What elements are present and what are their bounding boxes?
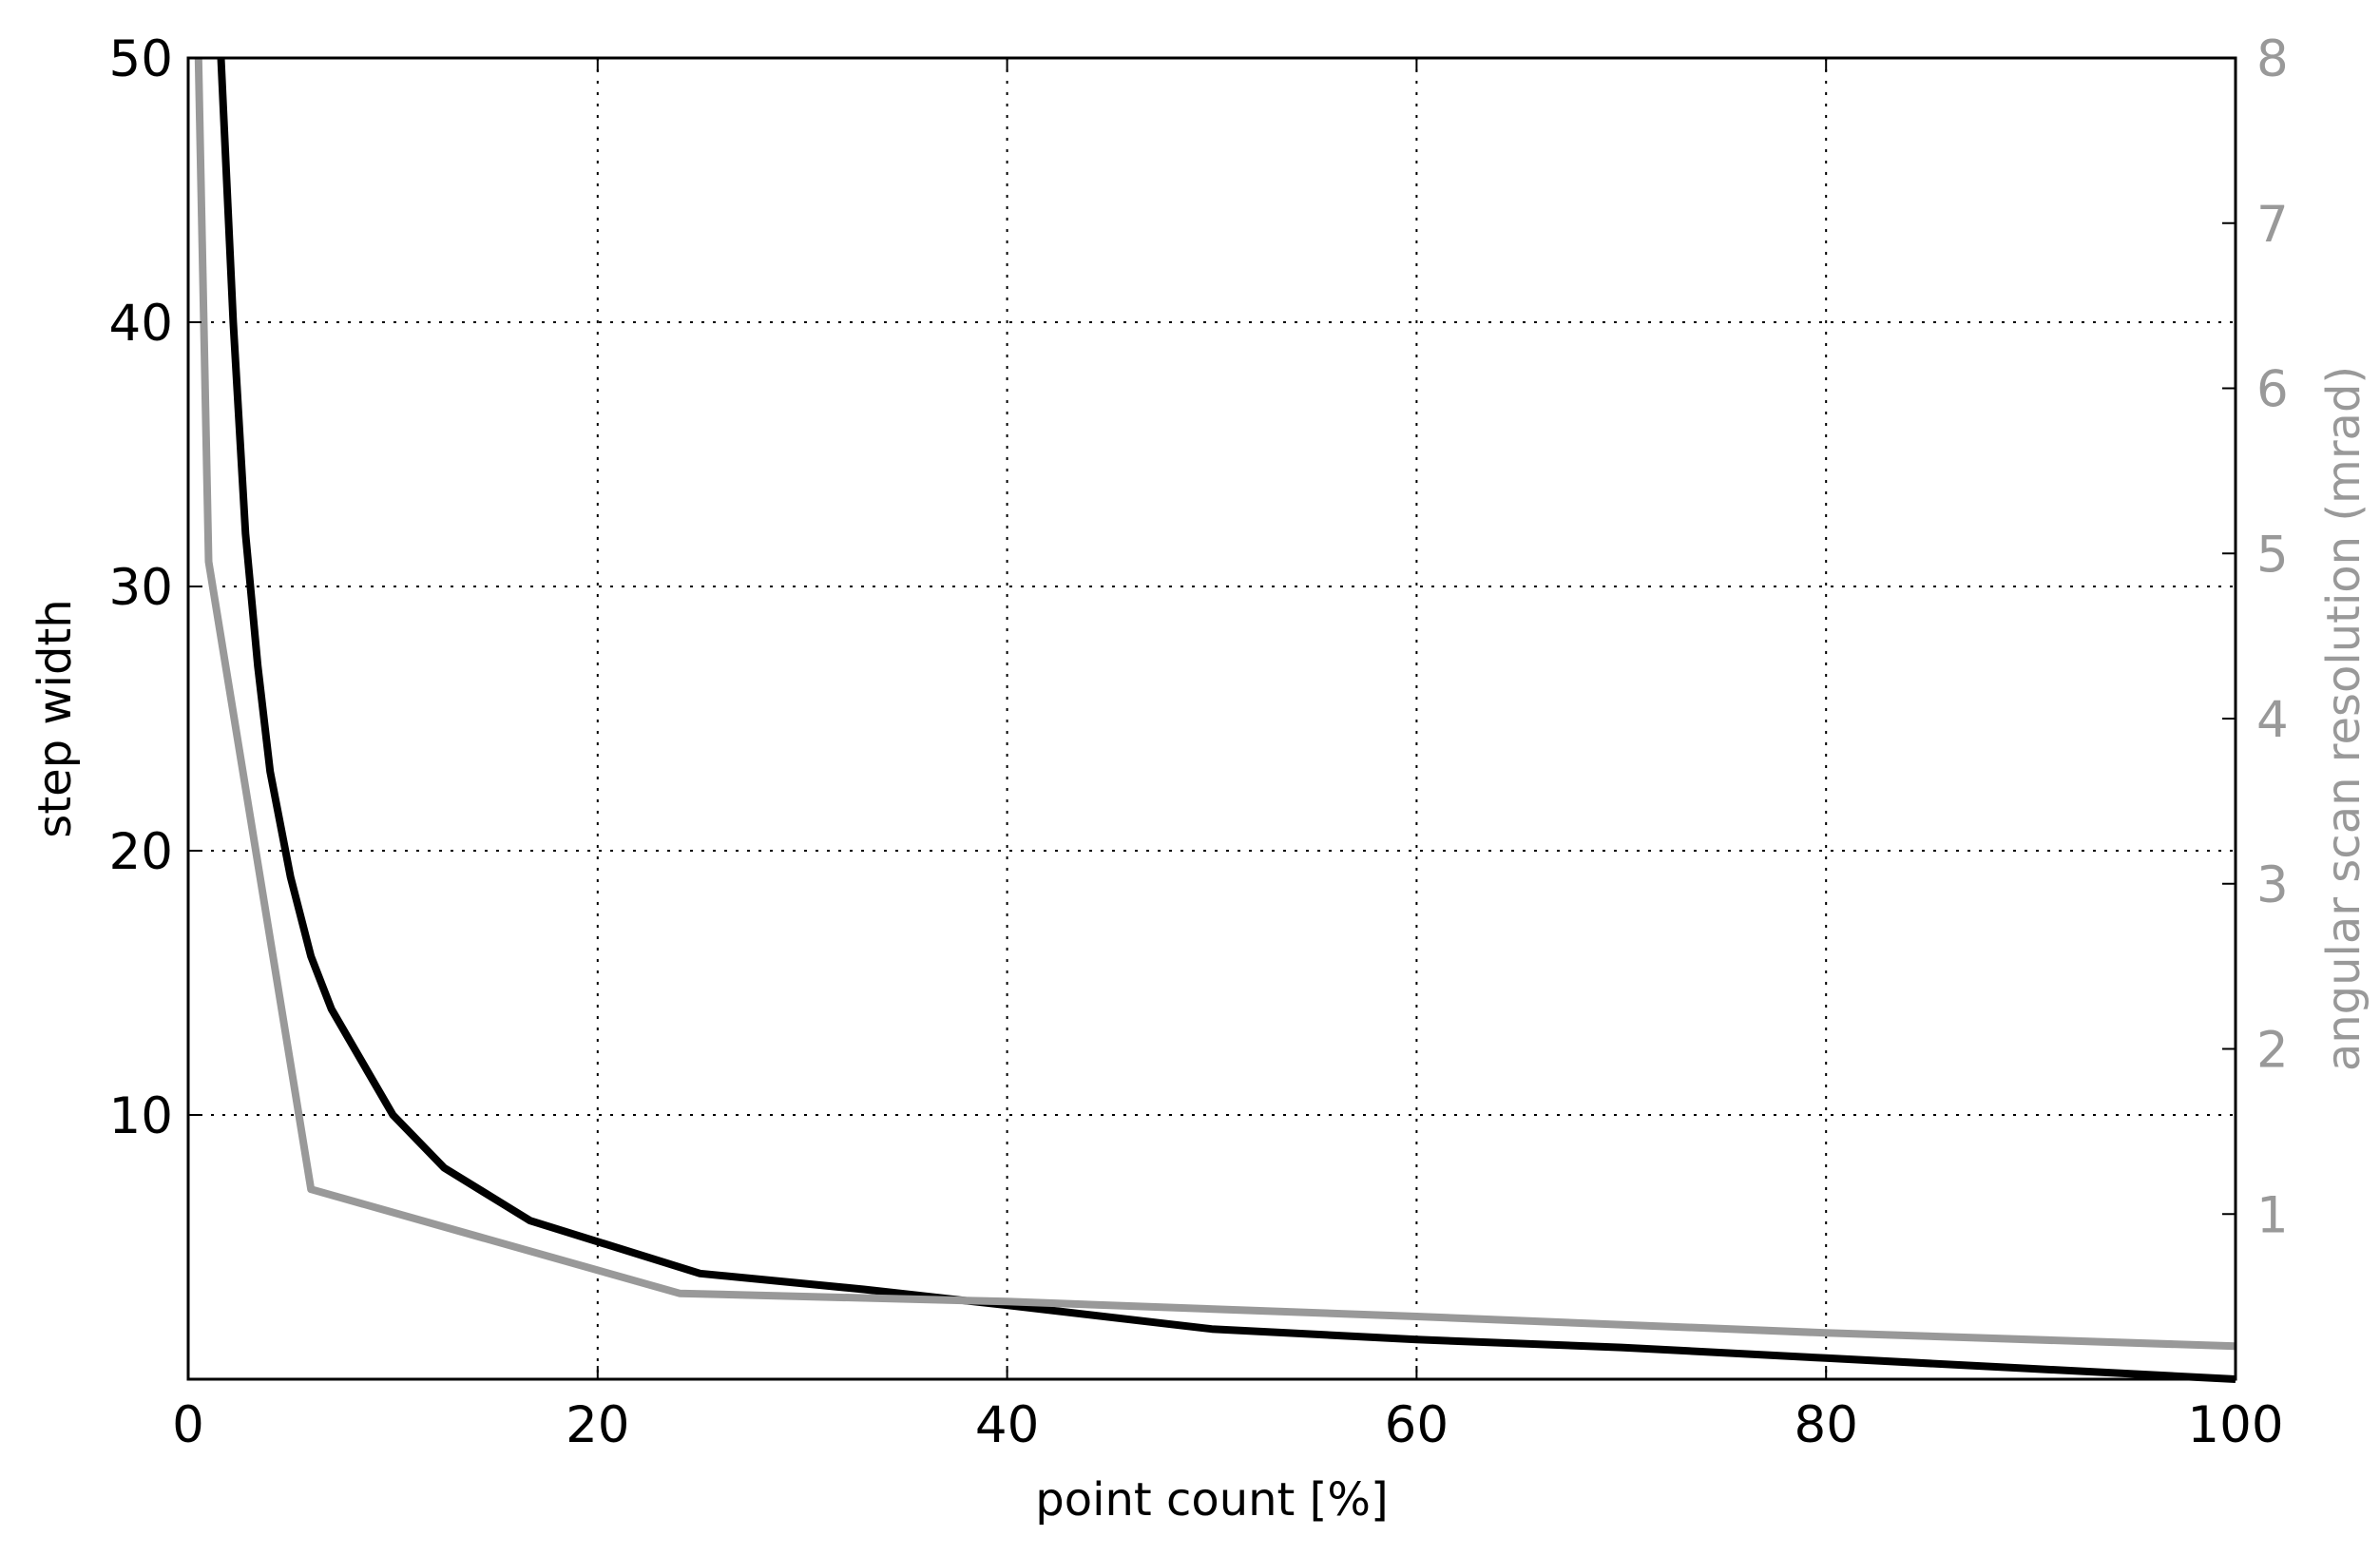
y2-tick-label: 8	[2256, 30, 2289, 88]
y2-tick-label: 4	[2256, 691, 2289, 749]
x-tick-label: 20	[566, 1396, 629, 1454]
y2-tick-label: 7	[2256, 196, 2289, 254]
y2-tick-label: 1	[2256, 1186, 2289, 1244]
y-tick-label: 50	[109, 30, 173, 88]
x-axis-label: point count [%]	[1035, 1473, 1388, 1527]
x-tick-label: 60	[1385, 1396, 1449, 1454]
x-tick-label: 40	[975, 1396, 1039, 1454]
y2-tick-label: 6	[2256, 361, 2289, 419]
y2-tick-label: 2	[2256, 1022, 2289, 1080]
step-width-line	[217, 57, 2236, 1383]
y2-axis-label: angular scan resolution (mrad)	[2317, 366, 2370, 1071]
grid-lines	[188, 58, 2236, 1379]
tick-marks	[187, 57, 2236, 1379]
y-axis-label: step width	[29, 599, 82, 837]
y2-tick-label: 3	[2256, 856, 2289, 914]
plot-frame	[186, 56, 2237, 1381]
tick-labels: 0 20 40 60 80 100 10 20 30 40 50 1 2 3 4 5 6 7 8	[109, 30, 2289, 1454]
x-tick-label: 80	[1794, 1396, 1857, 1454]
y2-tick-label: 5	[2256, 526, 2289, 584]
y-tick-label: 40	[109, 295, 173, 353]
y-tick-label: 20	[109, 823, 173, 881]
y-tick-label: 30	[109, 559, 173, 617]
y-tick-label: 10	[109, 1087, 173, 1145]
data-series	[194, 57, 2236, 1383]
x-tick-label: 0	[172, 1396, 204, 1454]
x-tick-label: 100	[2187, 1396, 2283, 1454]
angular-resolution-line	[194, 57, 2236, 1351]
